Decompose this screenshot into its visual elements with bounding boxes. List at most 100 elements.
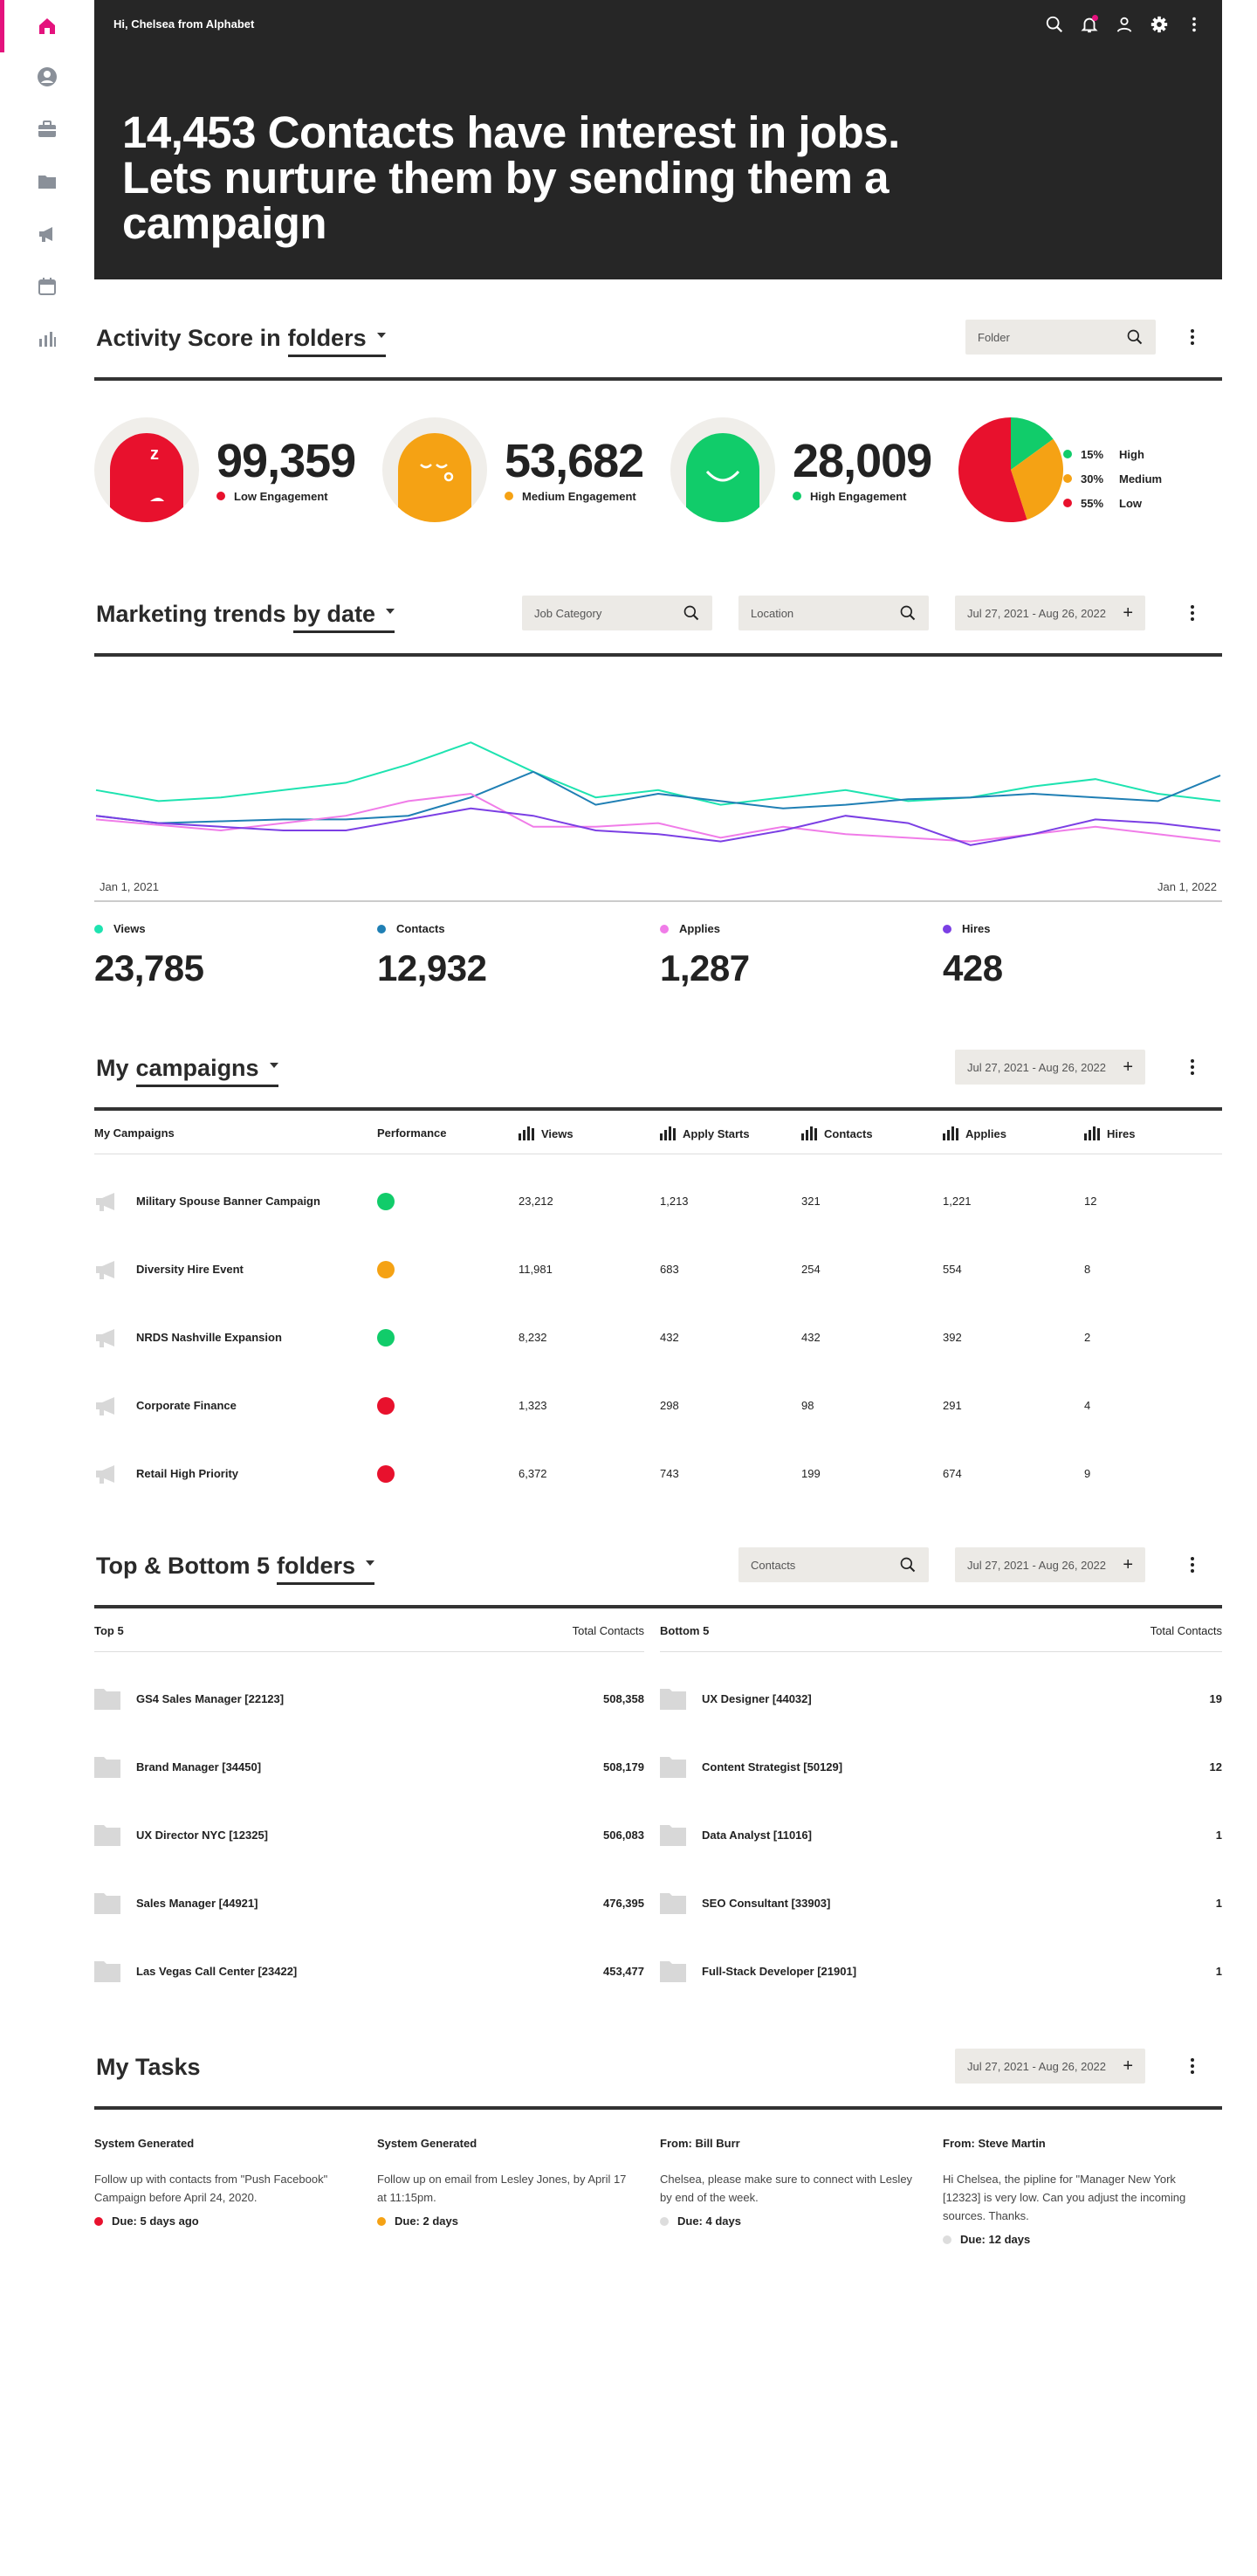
due-status-dot xyxy=(94,2216,103,2226)
col-hires[interactable]: Hires xyxy=(1084,1126,1136,1140)
sidebar-item-calendar[interactable] xyxy=(0,260,94,313)
task-card[interactable]: System Generated Follow up with contacts… xyxy=(94,2134,347,2230)
folder-name[interactable]: Full-Stack Developer [21901] xyxy=(702,1965,857,1978)
task-card[interactable]: From: Steve Martin Hi Chelsea, the pipli… xyxy=(943,2134,1196,2249)
list-item[interactable]: UX Designer [44032] 19 xyxy=(660,1666,1222,1734)
campaign-applies: 554 xyxy=(943,1263,962,1276)
trends-date-dropdown[interactable]: by date xyxy=(292,601,395,633)
trends-more-icon[interactable] xyxy=(1182,596,1203,630)
bar-chart-icon xyxy=(801,1126,817,1140)
folder-name[interactable]: GS4 Sales Manager [22123] xyxy=(136,1692,285,1705)
briefcase-icon xyxy=(38,121,56,137)
trends-date-range-picker[interactable]: Jul 27, 2021 - Aug 26, 2022 + xyxy=(955,596,1145,630)
col-my-campaigns[interactable]: My Campaigns xyxy=(94,1126,175,1140)
campaign-name[interactable]: Military Spouse Banner Campaign xyxy=(136,1195,320,1208)
bar-chart-icon xyxy=(660,1126,676,1140)
campaign-name[interactable]: Retail High Priority xyxy=(136,1467,239,1480)
folder-total: 506,083 xyxy=(603,1829,644,1842)
list-item[interactable]: Sales Manager [44921] 476,395 xyxy=(94,1870,644,1939)
folder-total: 476,395 xyxy=(603,1897,644,1910)
campaign-applies: 1,221 xyxy=(943,1195,972,1208)
table-row[interactable]: Corporate Finance 1,323 298 98 291 4 xyxy=(94,1373,1222,1441)
folder-name[interactable]: Sales Manager [44921] xyxy=(136,1897,258,1910)
col-performance[interactable]: Performance xyxy=(377,1126,447,1140)
metric-contacts-label: Contacts xyxy=(396,922,445,935)
campaigns-more-icon[interactable] xyxy=(1182,1050,1203,1085)
more-icon[interactable] xyxy=(1184,14,1205,35)
series-line-hires xyxy=(95,807,1221,846)
folder-name[interactable]: Content Strategist [50129] xyxy=(702,1760,843,1774)
performance-indicator xyxy=(377,1261,395,1278)
table-row[interactable]: Retail High Priority 6,372 743 199 674 9 xyxy=(94,1441,1222,1509)
campaigns-date-range-picker[interactable]: Jul 27, 2021 - Aug 26, 2022 + xyxy=(955,1050,1145,1085)
topbottom-more-icon[interactable] xyxy=(1182,1547,1203,1582)
sidebar-item-folders[interactable] xyxy=(0,155,94,208)
sidebar-item-jobs[interactable] xyxy=(0,103,94,155)
topbottom-folders-dropdown[interactable]: folders xyxy=(276,1553,374,1585)
folder-name[interactable]: Brand Manager [34450] xyxy=(136,1760,262,1774)
job-category-placeholder: Job Category xyxy=(534,606,602,620)
sidebar-item-campaigns[interactable] xyxy=(0,208,94,260)
topbottom-date-range-picker[interactable]: Jul 27, 2021 - Aug 26, 2022 + xyxy=(955,1547,1145,1582)
task-title: System Generated xyxy=(377,2137,477,2150)
campaigns-dropdown[interactable]: campaigns xyxy=(135,1055,278,1087)
contacts-filter-input[interactable]: Contacts xyxy=(738,1547,929,1582)
megaphone-icon xyxy=(96,1465,114,1484)
task-card[interactable]: System Generated Follow up on email from… xyxy=(377,2134,630,2230)
table-row[interactable]: Diversity Hire Event 11,981 683 254 554 … xyxy=(94,1236,1222,1305)
high-engagement-face-icon xyxy=(670,417,775,522)
folder-icon xyxy=(38,176,56,189)
topbottom-section: Top & Bottom 5 folders Contacts Jul 27, … xyxy=(94,1544,1222,1998)
user-icon[interactable] xyxy=(1114,14,1135,35)
campaigns-table: My Campaigns Performance Views Apply Sta… xyxy=(94,1112,1222,1497)
campaign-name[interactable]: Diversity Hire Event xyxy=(136,1263,244,1276)
campaigns-divider xyxy=(94,1107,1222,1111)
sidebar-item-home[interactable] xyxy=(0,0,94,52)
folder-icon xyxy=(94,1893,120,1914)
tasks-more-icon[interactable] xyxy=(1182,2049,1203,2084)
megaphone-icon xyxy=(96,1193,114,1211)
folder-name[interactable]: UX Director NYC [12325] xyxy=(136,1829,268,1842)
folder-search-input[interactable]: Folder xyxy=(965,320,1156,355)
bell-icon[interactable] xyxy=(1079,14,1100,35)
sidebar-item-analytics[interactable] xyxy=(0,313,94,365)
activity-more-icon[interactable] xyxy=(1182,320,1203,355)
campaign-apply-starts: 683 xyxy=(660,1263,679,1276)
campaign-hires: 4 xyxy=(1084,1399,1091,1412)
list-item[interactable]: Las Vegas Call Center [23422] 453,477 xyxy=(94,1939,644,2007)
location-input[interactable]: Location xyxy=(738,596,929,630)
list-item[interactable]: GS4 Sales Manager [22123] 508,358 xyxy=(94,1666,644,1734)
tasks-date-range: Jul 27, 2021 - Aug 26, 2022 xyxy=(967,2059,1107,2073)
list-item[interactable]: UX Director NYC [12325] 506,083 xyxy=(94,1802,644,1870)
col-apply-starts[interactable]: Apply Starts xyxy=(660,1126,750,1140)
search-icon[interactable] xyxy=(1044,14,1065,35)
campaign-name[interactable]: NRDS Nashville Expansion xyxy=(136,1331,282,1344)
col-views[interactable]: Views xyxy=(519,1126,574,1140)
folder-name[interactable]: UX Designer [44032] xyxy=(702,1692,812,1705)
table-row[interactable]: NRDS Nashville Expansion 8,232 432 432 3… xyxy=(94,1305,1222,1373)
table-row[interactable]: Military Spouse Banner Campaign 23,212 1… xyxy=(94,1168,1222,1236)
campaign-name[interactable]: Corporate Finance xyxy=(136,1399,237,1412)
list-item[interactable]: SEO Consultant [33903] 1 xyxy=(660,1870,1222,1939)
chevron-down-icon xyxy=(376,332,386,338)
task-due: Due: 2 days xyxy=(395,2214,458,2228)
folder-name[interactable]: Las Vegas Call Center [23422] xyxy=(136,1965,298,1978)
sidebar-item-contacts[interactable] xyxy=(0,51,94,103)
top5-total-header: Total Contacts xyxy=(572,1624,644,1637)
col-contacts[interactable]: Contacts xyxy=(801,1126,873,1140)
task-card[interactable]: From: Bill Burr Chelsea, please make sur… xyxy=(660,2134,913,2230)
col-applies[interactable]: Applies xyxy=(943,1126,1006,1140)
bottom5-header: Bottom 5 xyxy=(660,1624,710,1637)
activity-folders-dropdown[interactable]: folders xyxy=(287,325,386,357)
list-item[interactable]: Full-Stack Developer [21901] 1 xyxy=(660,1939,1222,2007)
list-item[interactable]: Content Strategist [50129] 12 xyxy=(660,1734,1222,1802)
folder-name[interactable]: SEO Consultant [33903] xyxy=(702,1897,831,1910)
engagement-pie-chart xyxy=(958,417,1063,522)
list-item[interactable]: Data Analyst [11016] 1 xyxy=(660,1802,1222,1870)
list-item[interactable]: Brand Manager [34450] 508,179 xyxy=(94,1734,644,1802)
tasks-date-range-picker[interactable]: Jul 27, 2021 - Aug 26, 2022 + xyxy=(955,2049,1145,2084)
folder-icon xyxy=(660,1825,686,1846)
folder-name[interactable]: Data Analyst [11016] xyxy=(702,1829,812,1842)
job-category-input[interactable]: Job Category xyxy=(522,596,712,630)
settings-icon[interactable] xyxy=(1149,14,1170,35)
